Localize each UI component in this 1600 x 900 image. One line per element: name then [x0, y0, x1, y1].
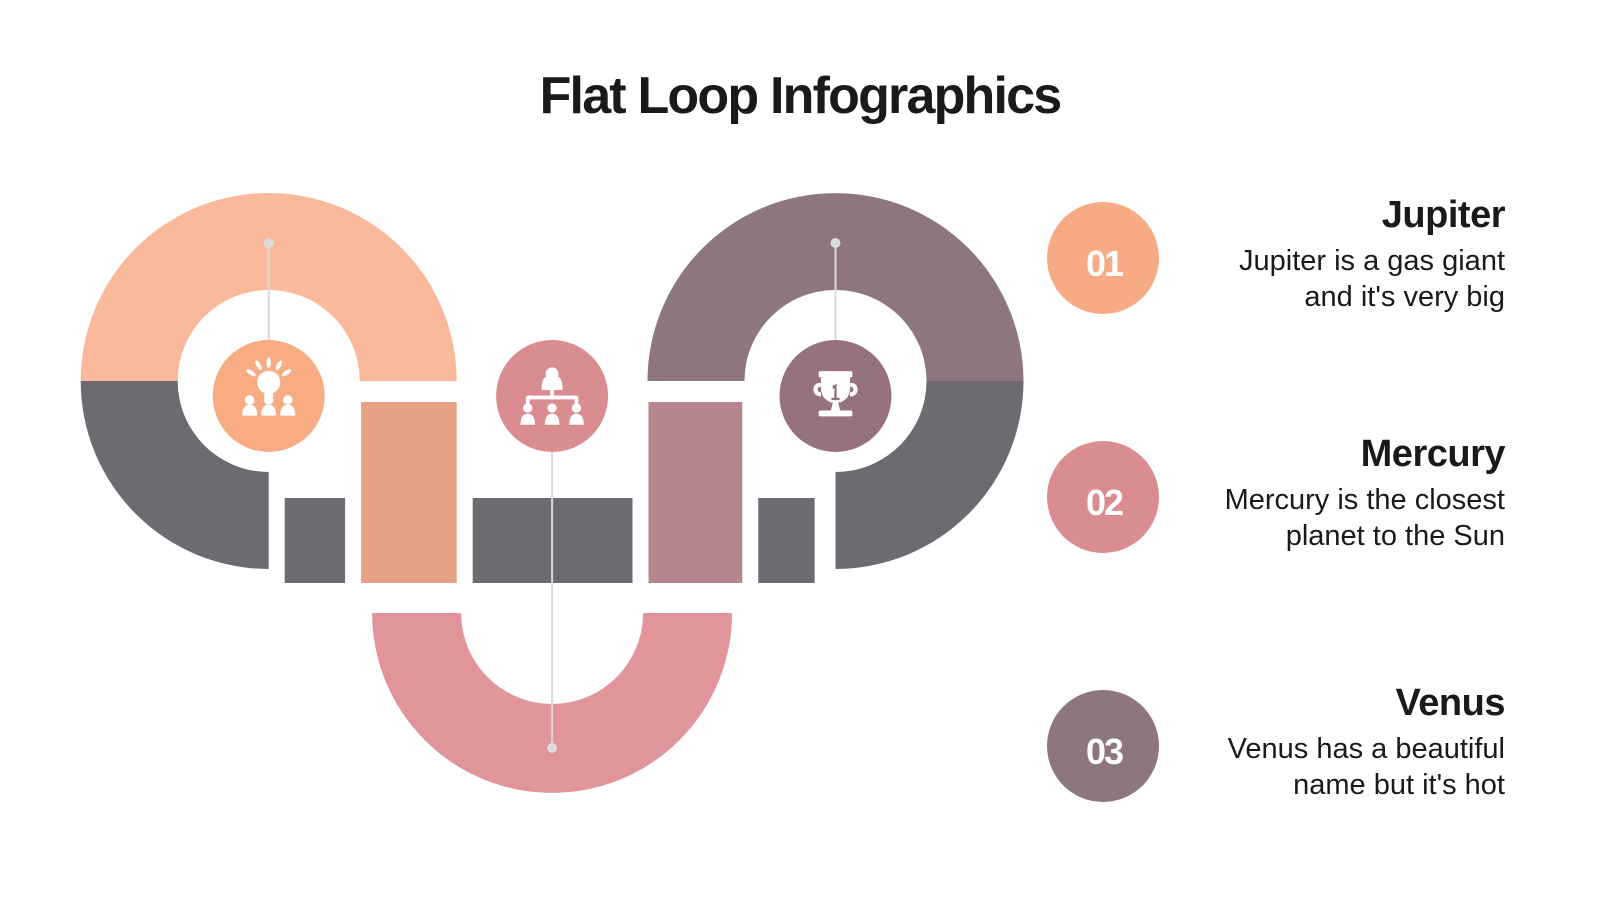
svg-text:01: 01: [1086, 243, 1124, 284]
svg-text:02: 02: [1086, 482, 1123, 523]
svg-text:03: 03: [1086, 731, 1123, 772]
